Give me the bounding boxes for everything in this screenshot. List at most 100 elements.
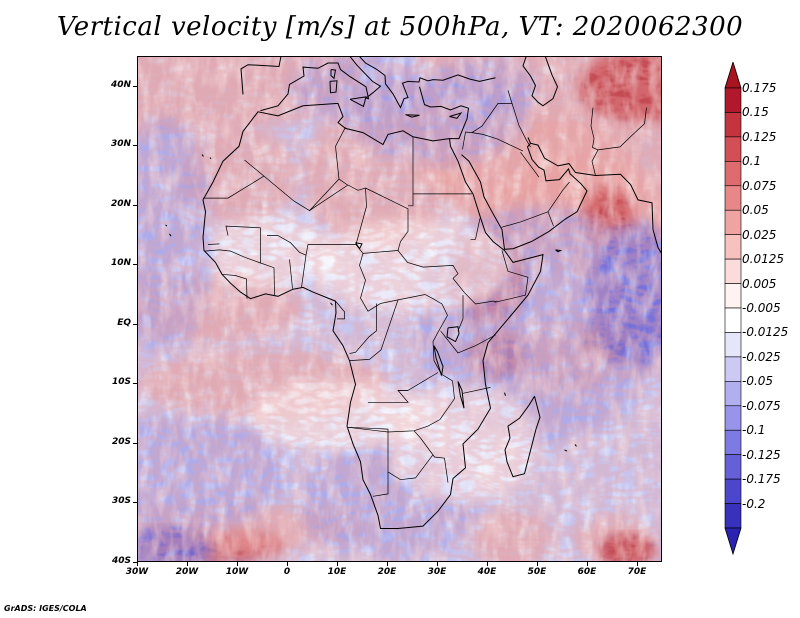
coastline — [433, 345, 444, 376]
coastline — [201, 154, 204, 157]
coastlines — [165, 57, 661, 529]
lat-tick-label: EQ — [117, 317, 131, 328]
coastline — [457, 381, 465, 409]
country-border — [355, 187, 367, 245]
colorbar-level-label: -0.075 — [742, 398, 781, 413]
colorbar-level-label: 0.005 — [742, 276, 777, 291]
country-border — [462, 387, 491, 394]
chart-title: Vertical velocity [m/s] at 500hPa, VT: 2… — [56, 12, 744, 42]
lat-tick-mark — [133, 145, 137, 147]
lon-tick-mark — [487, 562, 488, 566]
lon-tick-label: 30E — [427, 567, 447, 577]
colorbar-level-label: -0.0125 — [742, 325, 789, 340]
coastline — [330, 302, 333, 306]
velocity-field-map — [138, 57, 661, 561]
colorbar-level-label: 0.1 — [742, 154, 762, 169]
country-border — [230, 250, 261, 264]
country-border — [398, 372, 439, 391]
country-border — [267, 235, 307, 256]
colorbar-level-label: 0.15 — [742, 105, 769, 120]
country-border — [225, 225, 275, 296]
coastline — [329, 80, 338, 94]
colorbar-level-label: 0.05 — [742, 203, 769, 218]
country-border — [244, 159, 498, 305]
colorbar-level-label: 0.0125 — [742, 252, 784, 267]
colorbar-swatch — [724, 112, 742, 138]
lon-tick-mark — [337, 562, 338, 566]
lon-tick-label: 70E — [627, 567, 647, 577]
country-border — [470, 218, 481, 241]
colorbar-bottom-arrow — [724, 527, 742, 556]
coastline — [461, 142, 661, 254]
coastline — [446, 326, 460, 343]
colorbar-swatch — [724, 234, 742, 260]
lon-tick-label: 0 — [283, 567, 291, 577]
lat-tick-label: 10S — [111, 377, 131, 388]
colorbar-swatch — [724, 161, 742, 187]
lon-tick-label: 60E — [577, 567, 597, 577]
country-border — [204, 249, 232, 252]
colorbar-swatch — [724, 87, 742, 113]
country-border — [507, 90, 513, 104]
lon-tick-mark — [387, 562, 388, 566]
country-border — [289, 259, 293, 289]
colorbar-swatch — [724, 503, 742, 529]
country-border — [547, 181, 570, 212]
colorbar-level-label: 0.075 — [742, 178, 777, 193]
field-texture-red — [138, 57, 661, 561]
grads-credit: GrADS: IGES/COLA — [4, 604, 87, 613]
coastline — [169, 233, 172, 237]
lat-tick-mark — [133, 204, 137, 206]
colorbar-swatch — [724, 136, 742, 162]
colorbar-level-label: -0.025 — [742, 349, 781, 364]
colorbar — [724, 62, 742, 556]
colorbar-swatch — [724, 429, 742, 455]
lat-tick-label: 20S — [111, 436, 131, 447]
coastline — [260, 57, 496, 112]
colorbar-level-label: -0.125 — [742, 447, 781, 462]
lat-tick-mark — [133, 264, 137, 266]
lat-tick-label: 30N — [110, 139, 131, 150]
lat-tick-mark — [133, 85, 137, 87]
country-border — [347, 426, 389, 497]
lat-tick-mark — [133, 562, 137, 563]
colorbar-swatch — [724, 454, 742, 480]
coastline — [349, 96, 367, 108]
lon-tick-mark — [237, 562, 238, 566]
country-border — [221, 273, 248, 299]
country-border — [349, 299, 399, 361]
colorbar-swatch — [724, 258, 742, 284]
colorbar-level-label: -0.05 — [742, 374, 774, 389]
coastline — [504, 392, 506, 396]
country-border — [387, 454, 434, 481]
coastline — [202, 102, 544, 529]
lon-tick-mark — [437, 562, 438, 566]
country-border — [335, 300, 345, 320]
coastline — [165, 224, 168, 227]
lon-tick-mark — [587, 562, 588, 566]
country-border — [471, 132, 524, 152]
country-border — [301, 244, 455, 433]
lat-tick-label: 20N — [110, 198, 131, 209]
lon-tick-mark — [637, 562, 638, 566]
lon-tick-label: 50E — [527, 567, 547, 577]
colorbar-level-label: -0.005 — [742, 301, 781, 315]
coastline — [330, 69, 337, 80]
colorbar-swatch — [724, 185, 742, 211]
colorbar-level-label: -0.2 — [742, 496, 766, 511]
country-border — [309, 178, 340, 211]
colorbar-swatch — [724, 307, 742, 333]
country-border — [413, 430, 449, 483]
lat-tick-label: 30S — [111, 496, 131, 507]
coastline — [527, 137, 531, 144]
lon-tick-mark — [537, 562, 538, 566]
lon-tick-label: 10E — [327, 567, 347, 577]
lon-tick-label: 40E — [477, 567, 497, 577]
colorbar-swatch — [724, 356, 742, 382]
country-border — [462, 103, 531, 150]
coastline — [419, 86, 470, 140]
colorbar-top-arrow — [724, 62, 742, 89]
coastline — [449, 112, 463, 119]
lat-tick-label: 10N — [110, 258, 131, 269]
colorbar-swatch — [724, 209, 742, 235]
